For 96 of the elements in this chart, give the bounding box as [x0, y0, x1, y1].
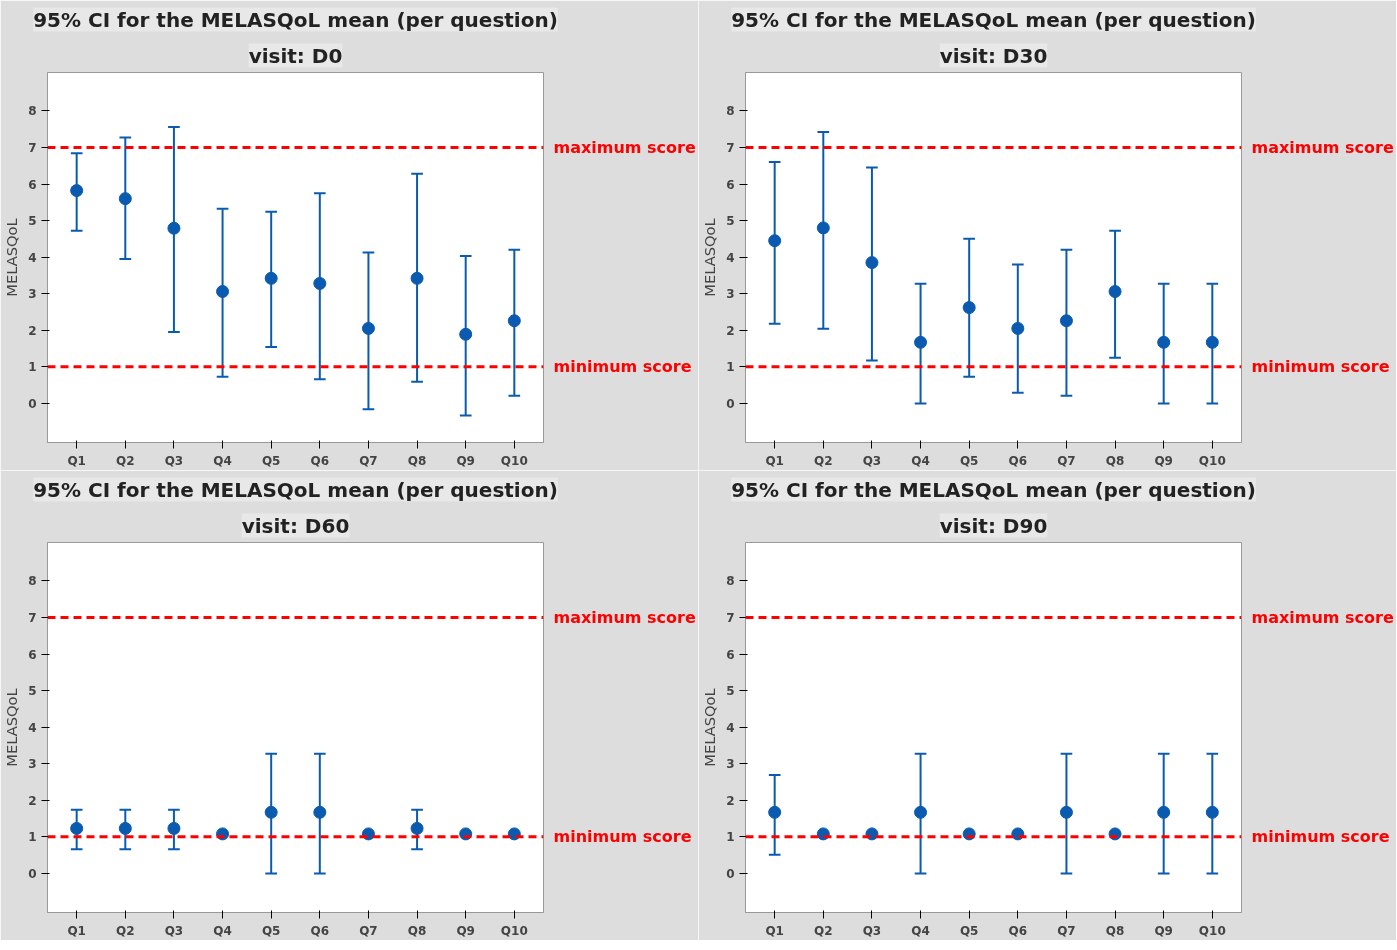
chart-title: 95% CI for the MELASQoL mean (per question) — [33, 477, 558, 502]
y-tick-label: 1 — [28, 360, 37, 375]
y-tick-label: 8 — [28, 104, 37, 119]
ref-line-label: minimum score — [1251, 357, 1390, 377]
y-tick-label: 6 — [28, 647, 37, 662]
x-tick-label: Q10 — [500, 453, 528, 468]
x-tick-label: Q8 — [1105, 453, 1125, 468]
ref-line-label: minimum score — [553, 827, 692, 847]
y-tick-label: 3 — [726, 287, 735, 302]
y-tick-label: 2 — [726, 793, 735, 808]
chart-title: 95% CI for the MELASQoL mean (per question) — [731, 477, 1256, 502]
x-tick-label: Q1 — [67, 453, 86, 468]
x-tick-label: Q2 — [116, 923, 135, 938]
ref-line-label: maximum score — [553, 607, 696, 627]
y-tick-label: 7 — [726, 610, 735, 625]
y-tick-label: 3 — [28, 287, 37, 302]
y-tick-label: 6 — [28, 177, 37, 192]
ref-line-label: minimum score — [553, 357, 692, 377]
y-tick-label: 8 — [28, 574, 37, 589]
x-tick-label: Q9 — [1154, 923, 1173, 938]
y-tick-label: 2 — [28, 323, 37, 338]
y-tick-label: 5 — [726, 214, 735, 229]
x-tick-label: Q7 — [359, 923, 378, 938]
chart-subtitle: visit: D90 — [939, 513, 1048, 538]
y-axis-title: MELASQoL — [3, 687, 21, 767]
x-tick-label: Q9 — [456, 923, 475, 938]
y-tick-label: 0 — [726, 866, 735, 881]
y-tick-label: 2 — [726, 323, 735, 338]
y-tick-label: 4 — [726, 250, 735, 265]
y-tick-label: 4 — [28, 250, 37, 265]
x-tick-label: Q5 — [261, 453, 281, 468]
y-tick-label: 6 — [726, 647, 735, 662]
x-tick-label: Q4 — [213, 923, 232, 938]
x-tick-label: Q4 — [911, 923, 930, 938]
x-tick-label: Q3 — [164, 923, 184, 938]
ref-line-label: maximum score — [553, 137, 696, 157]
x-tick-label: Q9 — [456, 453, 475, 468]
x-tick-label: Q8 — [407, 453, 427, 468]
x-tick-label: Q10 — [500, 923, 528, 938]
x-tick-label: Q2 — [814, 453, 833, 468]
x-tick-label: Q6 — [310, 453, 330, 468]
chart-subtitle: visit: D0 — [248, 43, 343, 68]
x-tick-label: Q3 — [862, 923, 882, 938]
y-tick-label: 2 — [28, 793, 37, 808]
y-axis-title: MELASQoL — [701, 217, 719, 297]
x-tick-label: Q7 — [1057, 453, 1076, 468]
y-tick-label: 6 — [726, 177, 735, 192]
x-tick-label: Q6 — [310, 923, 330, 938]
x-tick-label: Q3 — [862, 453, 882, 468]
x-tick-label: Q1 — [765, 453, 784, 468]
x-tick-label: Q2 — [814, 923, 833, 938]
y-tick-label: 0 — [28, 866, 37, 881]
x-tick-label: Q1 — [67, 923, 86, 938]
x-tick-label: Q4 — [911, 453, 930, 468]
x-tick-label: Q9 — [1154, 453, 1173, 468]
x-tick-label: Q3 — [164, 453, 184, 468]
x-tick-label: Q6 — [1008, 453, 1028, 468]
y-tick-label: 4 — [28, 720, 37, 735]
y-axis-title: MELASQoL — [3, 217, 21, 297]
y-tick-label: 7 — [726, 140, 735, 155]
y-tick-label: 1 — [28, 830, 37, 845]
x-tick-label: Q5 — [261, 923, 281, 938]
x-tick-label: Q10 — [1198, 923, 1226, 938]
y-tick-label: 8 — [726, 574, 735, 589]
x-tick-label: Q7 — [1057, 923, 1076, 938]
y-tick-label: 3 — [726, 757, 735, 772]
x-tick-label: Q5 — [959, 923, 979, 938]
y-tick-label: 3 — [28, 757, 37, 772]
x-tick-label: Q8 — [1105, 923, 1125, 938]
chart-title: 95% CI for the MELASQoL mean (per question) — [731, 7, 1256, 32]
y-tick-label: 8 — [726, 104, 735, 119]
ref-line-label: maximum score — [1251, 607, 1394, 627]
y-tick-label: 0 — [726, 396, 735, 411]
ref-line-label: minimum score — [1251, 827, 1390, 847]
y-tick-label: 1 — [726, 360, 735, 375]
x-tick-label: Q5 — [959, 453, 979, 468]
y-tick-label: 7 — [28, 140, 37, 155]
x-tick-label: Q8 — [407, 923, 427, 938]
x-tick-label: Q10 — [1198, 453, 1226, 468]
chart-title: 95% CI for the MELASQoL mean (per question) — [33, 7, 558, 32]
y-tick-label: 0 — [28, 396, 37, 411]
x-tick-label: Q1 — [765, 923, 784, 938]
y-tick-label: 4 — [726, 720, 735, 735]
y-axis-title: MELASQoL — [701, 687, 719, 767]
x-tick-label: Q7 — [359, 453, 378, 468]
chart-subtitle: visit: D30 — [939, 43, 1048, 68]
y-tick-label: 5 — [726, 684, 735, 699]
y-tick-label: 5 — [28, 214, 37, 229]
y-tick-label: 1 — [726, 830, 735, 845]
y-tick-label: 5 — [28, 684, 37, 699]
ref-line-label: maximum score — [1251, 137, 1394, 157]
x-tick-label: Q4 — [213, 453, 232, 468]
chart-subtitle: visit: D60 — [241, 513, 350, 538]
x-tick-label: Q2 — [116, 453, 135, 468]
x-tick-label: Q6 — [1008, 923, 1028, 938]
y-tick-label: 7 — [28, 610, 37, 625]
